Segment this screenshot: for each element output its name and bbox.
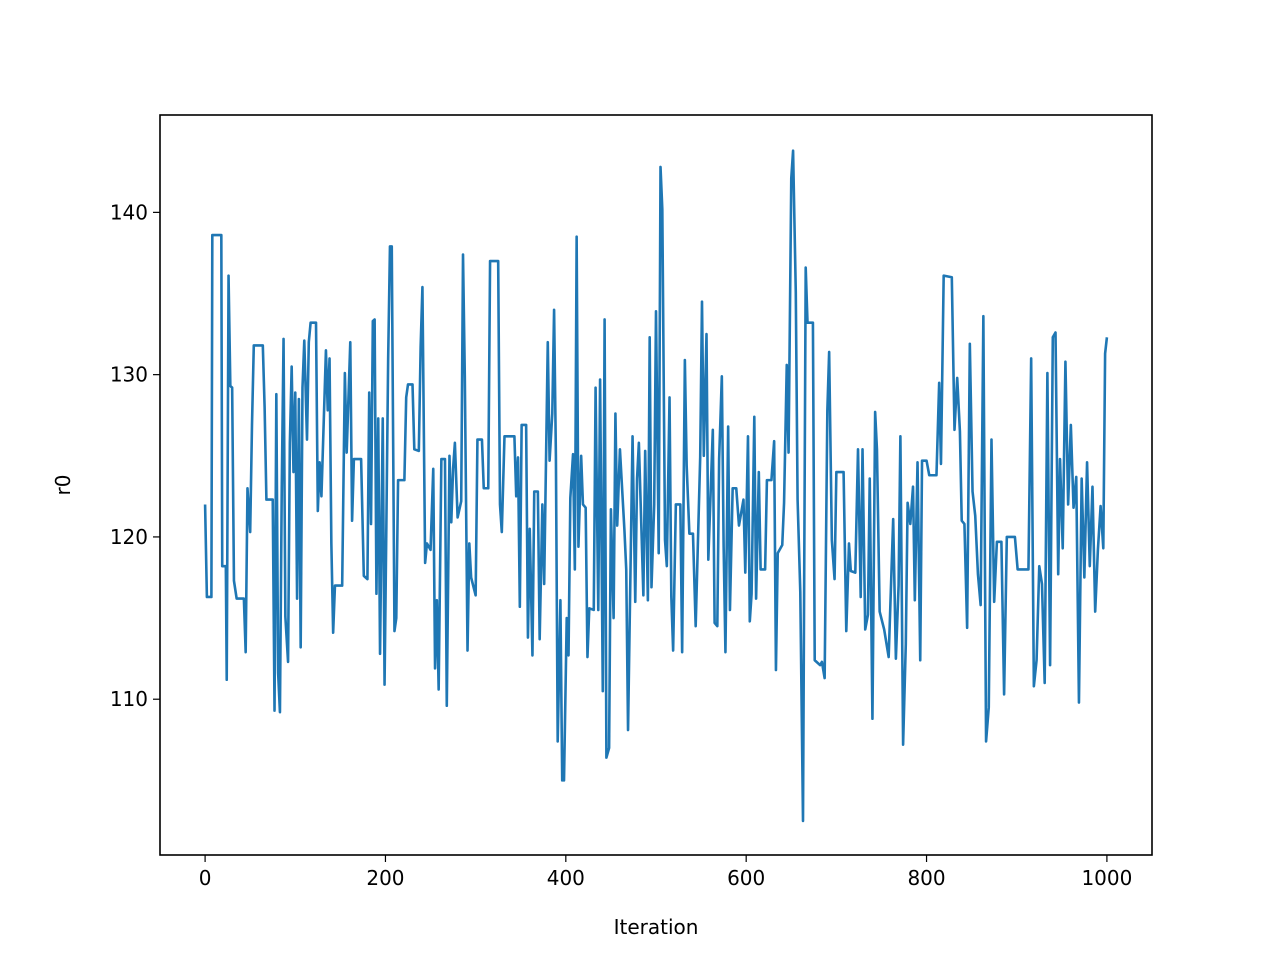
y-tick-label: 110 [110,687,148,711]
x-tick-label: 400 [547,866,585,890]
y-tick-label: 120 [110,525,148,549]
x-tick-label: 200 [366,866,404,890]
x-tick-label: 600 [727,866,765,890]
x-tick-label: 0 [199,866,212,890]
plot-frame [159,114,1153,856]
y-axis-label: r0 [51,475,75,496]
y-tick-label: 130 [110,363,148,387]
y-tick-label: 140 [110,200,148,224]
data-line [203,149,1109,823]
x-tick-label: 800 [907,866,945,890]
x-tick-label: 1000 [1081,866,1132,890]
x-axis-label: Iteration [614,915,699,939]
